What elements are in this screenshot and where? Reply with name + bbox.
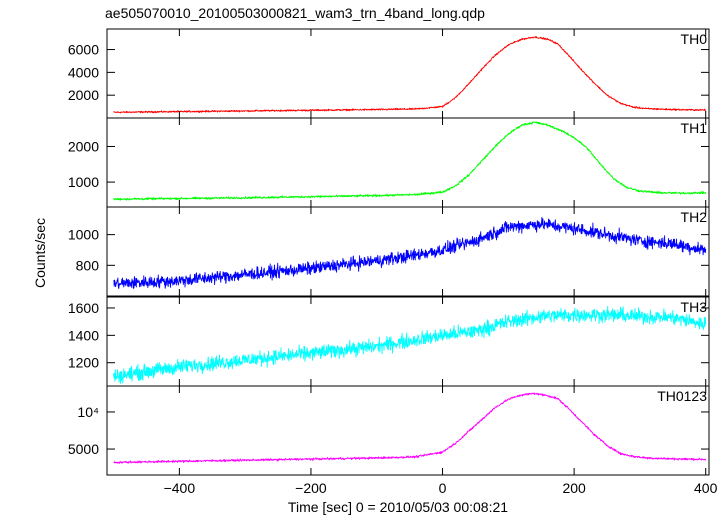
y-tick-label: 1000 [68, 227, 99, 243]
panel-th0123: 5000 10⁴ TH0123 [68, 385, 710, 476]
y-tick-label: 4000 [68, 64, 99, 80]
panel-label-th2: TH2 [681, 209, 708, 225]
panel-th3: 1200 1400 1600 TH3 [68, 296, 710, 387]
panel-label-th0123: TH0123 [657, 388, 707, 404]
panel-th2: 800 1000 TH2 [68, 206, 710, 297]
panel-th0-frame [106, 28, 710, 119]
y-tick-label: 1400 [68, 327, 99, 343]
series-th3-line [113, 305, 707, 384]
series-th1-line [113, 121, 707, 201]
chart-title: ae505070010_20100503000821_wam3_trn_4ban… [105, 5, 485, 21]
y-tick-label: 1000 [68, 174, 99, 190]
series-th2-line [113, 216, 707, 289]
y-tick-label: 800 [76, 257, 100, 273]
y-tick-label: 10⁴ [77, 404, 99, 420]
panel-th0123-frame [106, 385, 710, 476]
x-tick-label: −200 [295, 480, 327, 496]
panel-label-th3: TH3 [681, 299, 708, 315]
x-tick-label: 400 [694, 480, 718, 496]
x-tick-label: 200 [562, 480, 586, 496]
y-tick-label: 1200 [68, 355, 99, 371]
x-axis-label: Time [sec] 0 = 2010/05/03 00:08:21 [288, 499, 508, 515]
y-tick-label: 5000 [68, 441, 99, 457]
y-axis-label: Counts/sec [32, 218, 48, 288]
panel-th1: 1000 2000 TH1 [68, 117, 710, 208]
series-th0123-line [113, 392, 707, 465]
panel-label-th1: TH1 [681, 120, 708, 136]
panel-th0: 2000 4000 6000 TH0 [68, 28, 710, 119]
panel-label-th0: TH0 [681, 31, 708, 47]
y-tick-label: 2000 [68, 138, 99, 154]
x-tick-label: 0 [439, 480, 447, 496]
panel-th2-frame [106, 206, 710, 297]
y-tick-label: 2000 [68, 87, 99, 103]
panels-layer: 200040006000TH010002000TH18001000TH21200… [68, 28, 718, 496]
x-tick-label: −400 [164, 480, 196, 496]
y-tick-label: 6000 [68, 42, 99, 58]
series-th0-line [113, 36, 706, 114]
y-tick-label: 1600 [68, 300, 99, 316]
